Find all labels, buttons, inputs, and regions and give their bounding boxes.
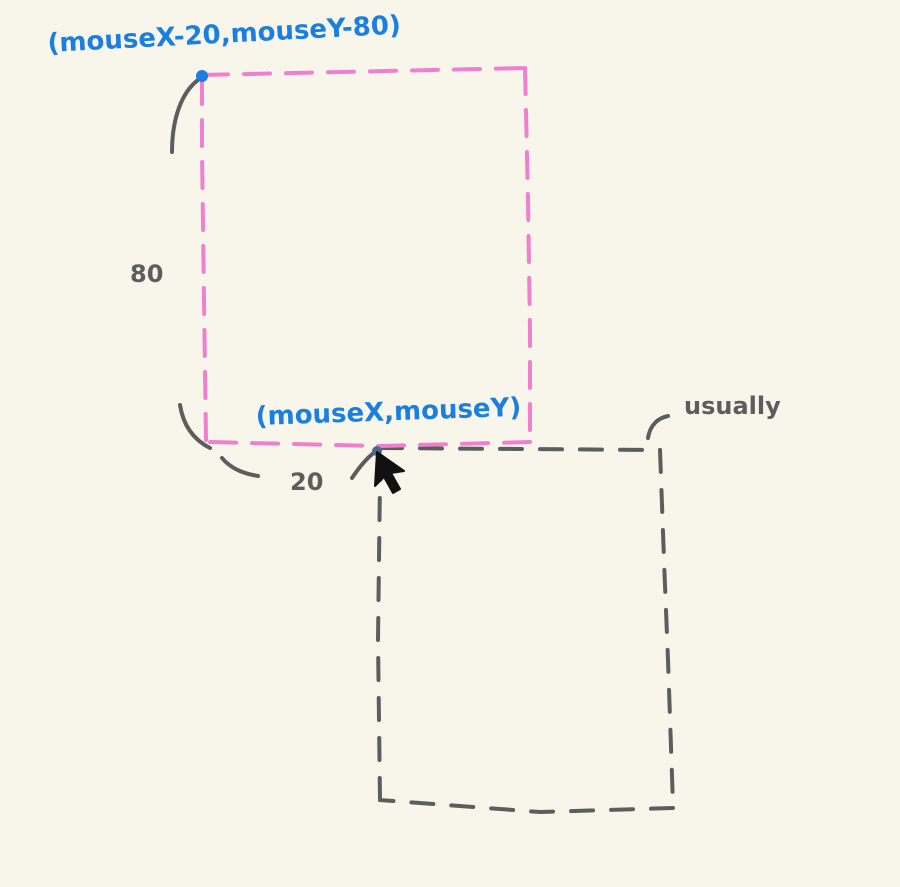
mouse-coord-label: (mouseX,mouseY): [255, 393, 522, 432]
offset-box: [200, 66, 532, 449]
top-left-anchor-dot: [196, 70, 208, 82]
width-bracket-left: [220, 456, 260, 478]
dimension-brackets: [170, 78, 670, 480]
usual-pointer-arc: [646, 414, 670, 440]
top-left-coord-label: (mouseX-20,mouseY-80): [47, 11, 402, 59]
usual-label: usually: [684, 392, 781, 420]
usual-box: [375, 446, 675, 815]
height-label: 80: [130, 260, 163, 288]
height-bracket-bottom: [178, 403, 212, 450]
height-bracket-top: [170, 78, 200, 154]
mouse-pointer-icon: [374, 451, 405, 494]
width-label: 20: [290, 468, 323, 496]
